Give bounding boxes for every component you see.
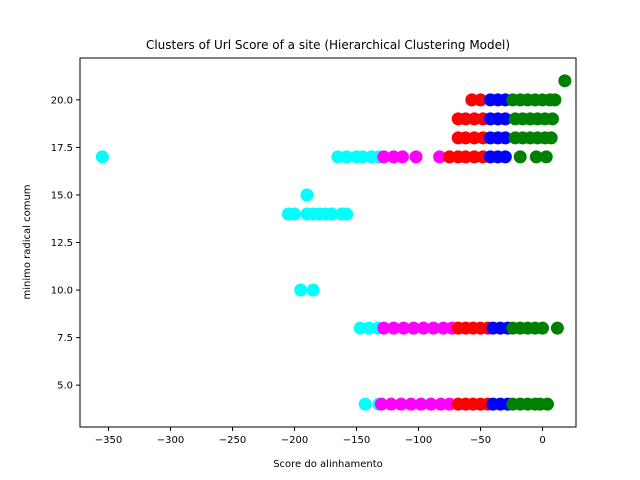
y-tick-label: 15.0 [51, 190, 73, 201]
chart-title: Clusters of Url Score of a site (Hierarc… [146, 38, 510, 52]
data-point [498, 150, 512, 164]
x-tick-label: −250 [219, 435, 246, 446]
x-tick-label: −200 [281, 435, 308, 446]
data-point [340, 207, 354, 221]
y-axis-ticks: 5.0 7.5 10.0 12.5 15.0 17.5 20.0 [51, 95, 80, 392]
x-tick-label: −300 [157, 435, 184, 446]
data-point [433, 150, 447, 164]
data-point [416, 321, 430, 335]
data-point [377, 321, 391, 335]
data-point [294, 283, 308, 297]
y-tick-label: 17.5 [51, 143, 73, 154]
y-axis-label: minimo radical comum [22, 184, 33, 299]
x-tick-label: −150 [343, 435, 370, 446]
y-tick-label: 5.0 [57, 381, 73, 392]
x-tick-label: −350 [95, 435, 122, 446]
y-tick-label: 12.5 [51, 238, 73, 249]
data-point [426, 321, 440, 335]
data-point [387, 321, 401, 335]
data-point [545, 112, 559, 126]
x-axis-ticks: −350 −300 −250 −200 −150 −100 −50 0 [95, 427, 546, 446]
data-point [340, 150, 354, 164]
data-point [536, 321, 550, 335]
data-point [558, 74, 572, 88]
data-point [288, 207, 302, 221]
y-tick-label: 10.0 [51, 286, 73, 297]
data-point [424, 397, 438, 411]
data-points [95, 74, 572, 411]
y-tick-label: 7.5 [57, 333, 73, 344]
data-point [414, 397, 428, 411]
data-point [513, 150, 527, 164]
data-point [474, 93, 488, 107]
data-point [300, 188, 314, 202]
data-point [540, 397, 554, 411]
data-point [550, 321, 564, 335]
data-point [377, 150, 391, 164]
data-point [394, 397, 408, 411]
data-point [95, 150, 109, 164]
plot-frame [79, 57, 577, 428]
data-point [539, 150, 553, 164]
data-point [325, 207, 339, 221]
data-point [358, 397, 372, 411]
x-axis-label: Score do alinhamento [273, 459, 383, 470]
data-point [407, 321, 421, 335]
data-point [384, 397, 398, 411]
x-tick-label: 0 [539, 435, 545, 446]
data-point [498, 112, 512, 126]
x-tick-label: −100 [405, 435, 432, 446]
data-point [409, 150, 423, 164]
data-point [306, 283, 320, 297]
data-point [548, 93, 562, 107]
data-point [374, 397, 388, 411]
data-point [529, 150, 543, 164]
data-point [498, 131, 512, 145]
data-point [544, 131, 558, 145]
y-tick-label: 20.0 [51, 95, 73, 106]
x-tick-label: −50 [470, 435, 491, 446]
data-point [395, 150, 409, 164]
data-point [404, 397, 418, 411]
data-point [397, 321, 411, 335]
